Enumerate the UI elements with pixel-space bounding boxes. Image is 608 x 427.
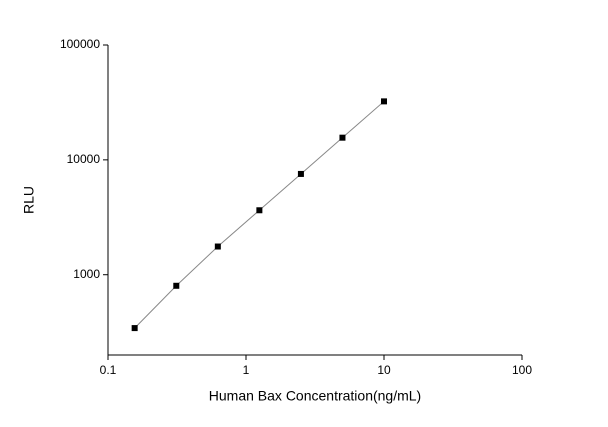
y-tick-label: 1000 [73,267,100,281]
point [297,170,304,177]
x-tick-label: 10 [377,363,391,377]
point [381,98,387,105]
x-tick-label: 0.1 [100,363,117,377]
point [173,282,180,289]
fit-line [134,100,385,329]
x-axis-label: Human Bax Concentration(ng/mL) [209,388,421,404]
y-tick-label: 10000 [67,152,101,166]
y-tick-label: 100000 [60,37,100,51]
point [339,134,346,141]
point [256,207,263,214]
point [131,325,138,332]
x-tick-label: 1 [243,363,250,377]
y-axis-label: RLU [21,186,37,214]
x-tick-label: 100 [512,363,532,377]
point [214,243,221,250]
